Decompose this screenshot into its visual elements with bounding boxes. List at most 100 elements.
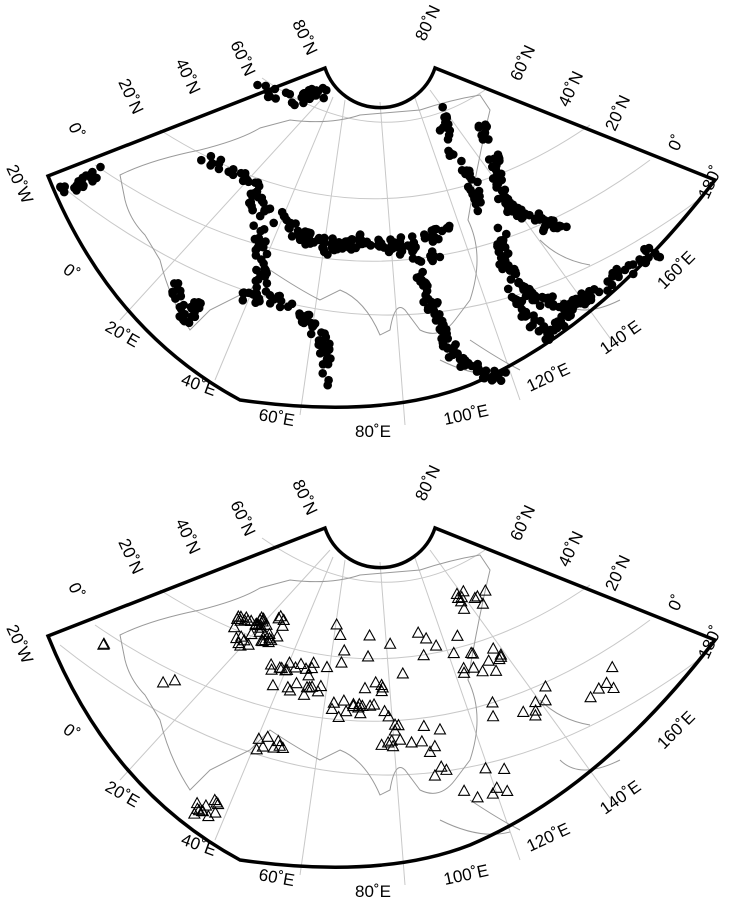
event-marker [396, 242, 406, 251]
event-marker [629, 269, 638, 279]
event-marker [269, 218, 279, 228]
station-marker [347, 697, 360, 710]
station-marker [419, 631, 433, 644]
station-marker [497, 762, 511, 774]
event-marker [347, 245, 356, 254]
station-marker [539, 679, 552, 692]
lat-label: 20˚N [114, 536, 147, 577]
station-marker [333, 628, 347, 640]
event-marker [306, 329, 316, 339]
event-marker [256, 226, 266, 236]
event-marker [362, 237, 372, 247]
station-marker [450, 629, 464, 641]
station-marker [454, 594, 468, 607]
station-marker [439, 763, 453, 775]
station-marker [264, 633, 278, 646]
event-marker [255, 211, 265, 221]
event-marker [249, 189, 259, 198]
station-marker [476, 664, 490, 677]
lon-label: 100˚E [442, 861, 490, 889]
lat-label: 40˚N [171, 516, 204, 557]
station-marker [600, 676, 613, 688]
station-marker [433, 722, 447, 735]
event-marker [271, 94, 281, 103]
graticule-lon-0 [119, 549, 331, 781]
event-marker [264, 87, 273, 97]
event-marker [457, 156, 466, 166]
event-marker [582, 297, 592, 306]
event-marker [318, 83, 328, 93]
event-marker [478, 135, 488, 144]
station-marker [314, 679, 328, 692]
event-marker [539, 224, 549, 234]
map-frame [45, 65, 718, 410]
station-marker [486, 709, 500, 722]
event-marker [246, 197, 256, 207]
lon-label: 60˚E [257, 865, 296, 890]
event-marker [326, 354, 335, 363]
event-marker [258, 270, 268, 279]
event-marker [422, 281, 432, 290]
station-marker [273, 661, 287, 673]
station-marker [500, 784, 514, 797]
event-marker [421, 290, 430, 300]
event-marker [552, 323, 562, 333]
station-marker [294, 657, 308, 670]
lat-label-right: 80˚N [411, 2, 444, 43]
event-marker [265, 290, 275, 300]
event-marker [492, 161, 501, 170]
lon-label: 0˚ [60, 720, 83, 744]
event-marker [476, 198, 485, 207]
graticule-lon-80 [414, 97, 521, 401]
lat-label: 60˚N [226, 38, 259, 79]
event-marker [640, 255, 649, 265]
station-marker [303, 680, 317, 693]
event-marker [438, 102, 448, 112]
event-marker [259, 259, 268, 268]
event-marker [270, 84, 280, 94]
station-marker [385, 734, 399, 746]
lat-label-right: 40˚N [554, 528, 587, 569]
station-marker [307, 656, 321, 668]
graticule-lon-40 [299, 559, 346, 876]
station-marker [447, 646, 461, 659]
lat-label: 20˚W [2, 162, 36, 207]
graticule-lat-60 [261, 537, 486, 583]
event-marker [594, 287, 604, 297]
event-marker [251, 298, 260, 308]
station-marker [423, 745, 437, 757]
lat-label: 20˚W [2, 622, 36, 667]
lat-label: 80˚N [288, 477, 321, 518]
station-marker [482, 654, 496, 666]
event-marker [472, 367, 482, 376]
event-marker [500, 257, 509, 267]
event-marker [291, 219, 300, 228]
lat-label: 80˚N [288, 17, 321, 58]
event-marker [435, 310, 444, 319]
event-marker [473, 206, 483, 216]
event-marker [386, 245, 396, 254]
event-marker [543, 330, 552, 340]
event-marker [224, 167, 233, 176]
event-marker [559, 304, 568, 314]
station-marker [302, 668, 316, 681]
station-marker [393, 733, 407, 745]
station-marker [234, 629, 248, 642]
station-marker [479, 761, 493, 774]
station-marker [253, 625, 267, 637]
event-marker [248, 205, 257, 215]
station-marker [196, 804, 210, 817]
event-marker [506, 275, 516, 284]
event-marker [435, 252, 445, 262]
station-marker [97, 637, 111, 649]
station-marker [434, 760, 448, 772]
lat-label-right: 20˚N [601, 552, 634, 593]
event-marker [216, 155, 226, 165]
lat-label-right: 80˚N [411, 462, 444, 503]
station-marker [265, 663, 279, 675]
event-marker [412, 273, 422, 283]
lon-label: 140˚E [596, 317, 644, 359]
event-marker [238, 296, 248, 305]
station-marker [332, 710, 346, 723]
station-marker [261, 730, 275, 742]
